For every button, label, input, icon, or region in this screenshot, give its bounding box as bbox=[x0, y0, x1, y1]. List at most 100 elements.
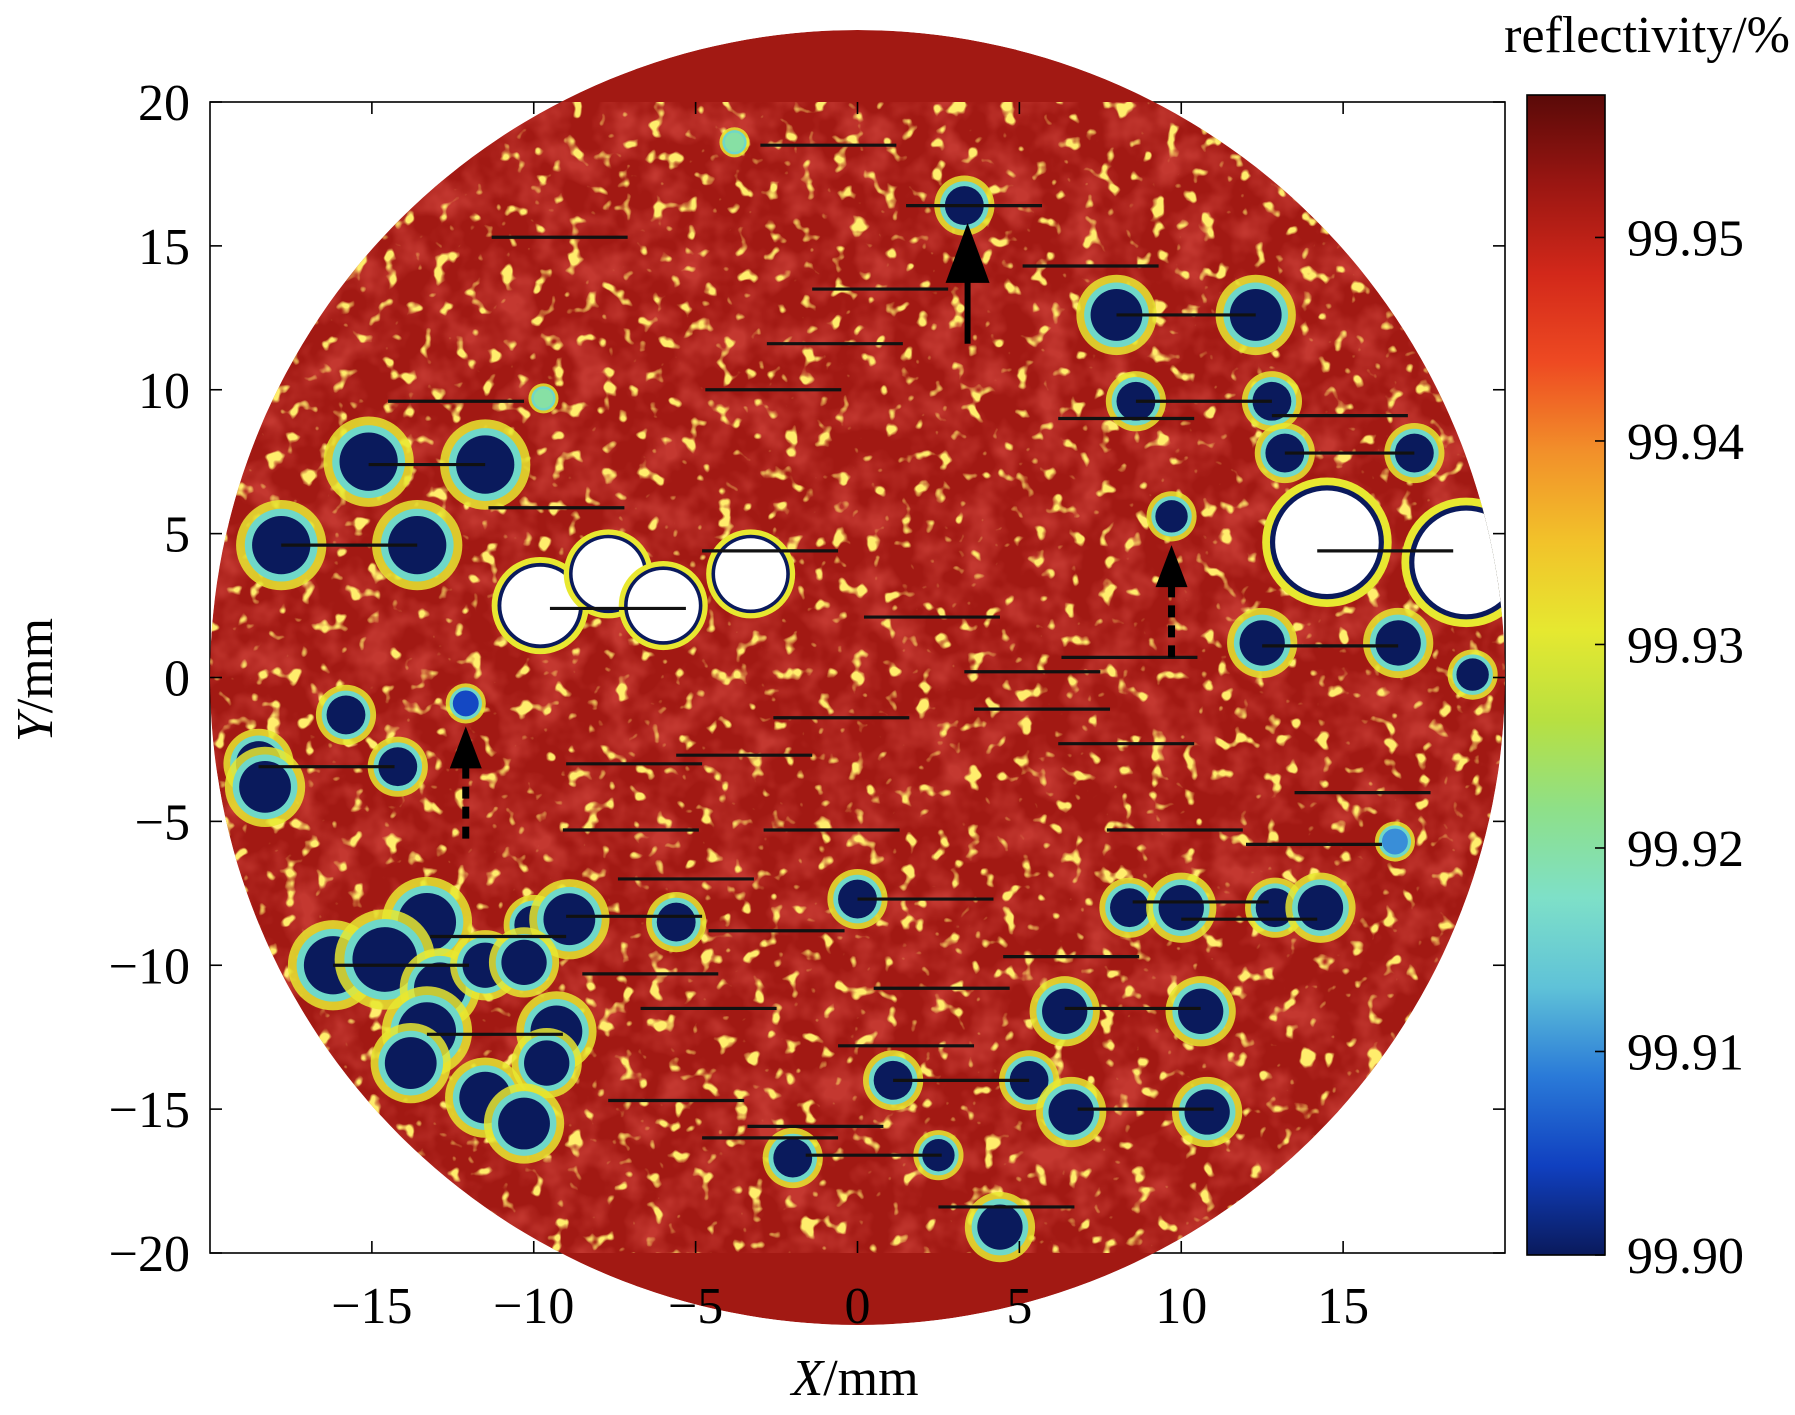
x-axis-label-var: X/mm bbox=[789, 1350, 918, 1407]
defect-site bbox=[964, 1191, 1036, 1263]
x-tick-label: 10 bbox=[1155, 1278, 1207, 1335]
damage-core bbox=[501, 566, 580, 645]
defect-core bbox=[378, 747, 418, 787]
defect-site bbox=[762, 1127, 823, 1189]
defect-core bbox=[724, 132, 745, 152]
defect-core bbox=[977, 1204, 1023, 1250]
defect-core bbox=[1375, 620, 1421, 666]
defect-site bbox=[1363, 607, 1434, 679]
defect-site bbox=[1285, 872, 1356, 943]
defect-site bbox=[719, 127, 750, 158]
x-tick-label: 15 bbox=[1317, 1278, 1369, 1335]
defect-site bbox=[315, 684, 377, 746]
x-axis-label: X/mm bbox=[789, 1350, 918, 1407]
colorbar-tick-label: 99.94 bbox=[1627, 414, 1744, 471]
y-axis-label: Y/mm bbox=[7, 618, 64, 742]
colorbar-tick-label: 99.92 bbox=[1627, 821, 1744, 878]
damage-core bbox=[1414, 510, 1505, 615]
arrow-head bbox=[1155, 545, 1188, 588]
defect-core bbox=[1456, 658, 1489, 691]
arrow-head bbox=[449, 726, 482, 769]
defect-site bbox=[1036, 1076, 1107, 1148]
damage-site bbox=[706, 529, 796, 619]
x-tick-label: −5 bbox=[668, 1278, 723, 1335]
colorbar-tick-label: 99.91 bbox=[1627, 1024, 1744, 1081]
y-tick-label: 5 bbox=[164, 507, 190, 564]
damage-core bbox=[1275, 490, 1379, 595]
defect-core bbox=[1381, 828, 1408, 855]
defect-core bbox=[1265, 433, 1305, 473]
arrow-head bbox=[945, 222, 990, 283]
defect-core bbox=[339, 432, 398, 491]
damage-core bbox=[715, 538, 787, 610]
defect-site bbox=[1447, 649, 1498, 700]
y-tick-label: −10 bbox=[109, 938, 190, 995]
x-tick-label: −10 bbox=[493, 1278, 574, 1335]
defect-site bbox=[863, 1050, 924, 1111]
defect-core bbox=[1239, 620, 1285, 666]
x-tick-label: −15 bbox=[331, 1278, 412, 1335]
damage-site bbox=[1401, 497, 1505, 628]
arrow-marker bbox=[1155, 545, 1188, 658]
defect-core bbox=[326, 695, 366, 735]
defect-core bbox=[1297, 885, 1344, 931]
defect-core bbox=[239, 760, 291, 813]
arrow-marker bbox=[945, 222, 990, 344]
defect-core bbox=[1158, 885, 1204, 931]
defect-site bbox=[323, 416, 414, 507]
defect-core bbox=[1178, 988, 1224, 1034]
defect-site bbox=[528, 383, 559, 414]
defect-core bbox=[384, 1037, 437, 1089]
defect-site bbox=[1165, 976, 1236, 1047]
defect-core bbox=[452, 690, 479, 717]
x-tick-label: 0 bbox=[845, 1278, 871, 1335]
defect-site bbox=[483, 1083, 565, 1164]
y-tick-label: −20 bbox=[109, 1226, 190, 1283]
defect-core bbox=[501, 939, 547, 986]
damage-core bbox=[627, 569, 699, 642]
defect-core bbox=[1155, 500, 1188, 533]
defect-core bbox=[1048, 1089, 1094, 1135]
reflectivity-heatmap bbox=[210, 30, 1505, 1325]
arrow-marker bbox=[449, 726, 482, 839]
colorbar bbox=[1526, 94, 1606, 1256]
defect-site bbox=[646, 891, 707, 953]
defect-site bbox=[445, 683, 486, 724]
defect-site bbox=[1146, 491, 1197, 542]
defect-site bbox=[1099, 877, 1160, 938]
y-tick-label: 15 bbox=[138, 219, 190, 276]
y-axis-label-var: Y/mm bbox=[7, 618, 64, 742]
defect-site bbox=[1146, 872, 1217, 943]
defect-core bbox=[498, 1097, 550, 1150]
defect-core bbox=[1110, 888, 1149, 928]
defect-core bbox=[1255, 888, 1295, 928]
defect-core bbox=[524, 1040, 570, 1086]
defect-site bbox=[1172, 1076, 1243, 1148]
y-tick-label: −5 bbox=[135, 794, 190, 851]
defect-site bbox=[224, 746, 306, 827]
defect-site bbox=[370, 1022, 451, 1104]
y-tick-label: 20 bbox=[138, 75, 190, 132]
damage-site bbox=[618, 561, 708, 651]
damage-site bbox=[1262, 477, 1392, 608]
colorbar-tick-label: 99.95 bbox=[1627, 210, 1744, 267]
defect-core bbox=[533, 388, 554, 409]
defect-core bbox=[1042, 988, 1088, 1034]
defect-core bbox=[773, 1138, 813, 1178]
colorbar-tick-label: 99.93 bbox=[1627, 617, 1744, 674]
defect-site bbox=[1227, 607, 1298, 679]
y-tick-label: 10 bbox=[138, 363, 190, 420]
defect-site bbox=[1374, 821, 1415, 862]
y-tick-label: 0 bbox=[164, 651, 190, 708]
defect-core bbox=[1184, 1089, 1230, 1135]
defect-core bbox=[656, 902, 696, 942]
defect-core bbox=[352, 927, 418, 992]
colorbar-title: reflectivity/% bbox=[1504, 7, 1790, 64]
defect-site bbox=[488, 927, 560, 998]
y-tick-label: −15 bbox=[109, 1082, 190, 1139]
defect-core bbox=[543, 893, 596, 946]
defect-site bbox=[367, 736, 428, 797]
defect-site bbox=[511, 1027, 582, 1099]
x-tick-label: 5 bbox=[1006, 1278, 1032, 1335]
